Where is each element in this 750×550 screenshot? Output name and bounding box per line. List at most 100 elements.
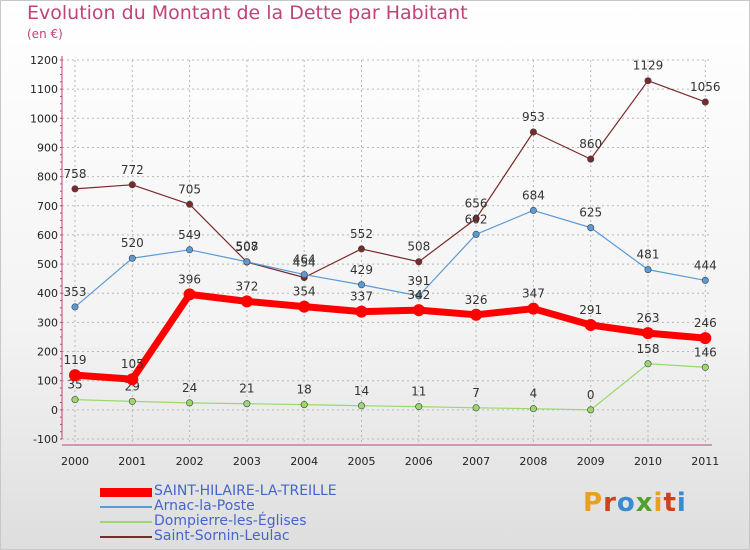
- data-point: [126, 373, 139, 386]
- data-label: 326: [465, 293, 488, 307]
- data-label: 772: [121, 163, 144, 177]
- data-label: 7: [472, 386, 480, 400]
- y-tick-label: -100: [33, 433, 58, 446]
- y-tick-label: 800: [37, 171, 58, 184]
- data-point: [644, 360, 652, 368]
- data-point: [587, 155, 595, 163]
- x-tick-label: 2010: [634, 455, 662, 468]
- data-label: 263: [637, 311, 660, 325]
- legend-label: SAINT-HILAIRE-LA-TREILLE: [154, 483, 337, 499]
- data-label: 354: [293, 285, 316, 299]
- data-point: [415, 258, 423, 266]
- data-point: [298, 300, 311, 313]
- data-point: [472, 230, 480, 238]
- data-label: 684: [522, 188, 545, 202]
- data-point: [357, 281, 365, 289]
- data-point: [357, 245, 365, 253]
- data-label: 705: [178, 182, 201, 196]
- data-point: [240, 295, 253, 308]
- data-label: 508: [235, 240, 258, 254]
- data-point: [300, 271, 308, 279]
- data-label: 158: [637, 342, 660, 356]
- data-point: [529, 405, 537, 413]
- data-point: [587, 224, 595, 232]
- data-label: 24: [182, 381, 197, 395]
- series-group: 758 772 705 507 454 552 508 656 953 860 1129 1056 35…: [64, 59, 721, 414]
- data-label: 1129: [633, 59, 664, 73]
- y-tick-label: 1100: [30, 83, 58, 96]
- chart-title: Evolution du Montant de la Dette par Hab…: [27, 2, 468, 24]
- logo-letter: i: [676, 488, 687, 518]
- data-label: 507: [235, 240, 258, 254]
- data-label: 11: [411, 385, 426, 399]
- grid: [62, 59, 712, 445]
- data-point: [71, 185, 79, 193]
- data-point: [355, 305, 368, 318]
- y-tick-label: 300: [37, 316, 58, 329]
- data-label: 444: [694, 258, 717, 272]
- x-tick-label: 2006: [405, 455, 433, 468]
- x-tick-label: 2002: [176, 455, 204, 468]
- logo-letter: x: [635, 488, 654, 518]
- legend-swatch: [100, 506, 152, 508]
- data-point: [472, 215, 480, 223]
- data-label: 342: [407, 288, 430, 302]
- y-tick-label: 100: [37, 375, 58, 388]
- data-point: [415, 403, 423, 411]
- chart-unit: (en €): [27, 27, 63, 41]
- data-point: [71, 303, 79, 311]
- data-point: [128, 397, 136, 405]
- y-tick-label: 500: [37, 258, 58, 271]
- data-label: 337: [350, 290, 373, 304]
- y-tick-label: 600: [37, 229, 58, 242]
- data-label: 464: [293, 253, 316, 267]
- legend-label: Arnac-la-Poste: [154, 498, 255, 514]
- data-point: [472, 404, 480, 412]
- y-tick-label: 1000: [30, 112, 58, 125]
- data-label: 4: [530, 387, 538, 401]
- data-point: [183, 288, 196, 301]
- logo-letter: P: [583, 488, 604, 518]
- data-label: 429: [350, 263, 373, 277]
- data-point: [701, 276, 709, 284]
- data-point: [300, 401, 308, 409]
- data-point: [186, 200, 194, 208]
- series-line-arnac-la-poste: [74, 209, 706, 308]
- data-point: [642, 327, 654, 340]
- y-tick-label: 900: [37, 141, 58, 154]
- data-label: 35: [67, 378, 82, 392]
- x-tick-label: 2005: [348, 455, 376, 468]
- data-label: 105: [121, 357, 144, 371]
- data-label: 625: [579, 206, 602, 220]
- legend-swatch: [100, 487, 152, 497]
- legend-swatch: [100, 536, 152, 538]
- series-line-saint-hilaire-la-treille: [74, 290, 706, 383]
- data-label: 602: [465, 212, 488, 226]
- data-label: 119: [64, 353, 87, 367]
- y-tick-label: 0: [51, 404, 58, 417]
- data-label: 656: [465, 197, 488, 211]
- data-point: [644, 266, 652, 274]
- data-point: [412, 304, 425, 317]
- data-label: 14: [354, 384, 369, 398]
- y-tick-label: 1200: [30, 54, 58, 67]
- y-tick-label: 200: [37, 346, 58, 359]
- series-line-saint-sornin-leulac: [74, 80, 706, 279]
- data-label: 291: [579, 303, 602, 317]
- data-point: [357, 402, 365, 410]
- x-tick-label: 2003: [233, 455, 261, 468]
- data-point: [587, 406, 595, 414]
- x-tick-label: 2000: [61, 455, 89, 468]
- legend-swatch: [100, 521, 152, 523]
- data-point: [128, 181, 136, 189]
- x-tick-label: 2009: [577, 455, 605, 468]
- x-tick-label: 2011: [691, 455, 719, 468]
- data-label: 1056: [690, 80, 721, 94]
- x-tick-label: 2001: [118, 455, 146, 468]
- data-point: [415, 292, 423, 300]
- data-point: [701, 98, 709, 106]
- data-point: [529, 128, 537, 136]
- data-label: 0: [587, 388, 595, 402]
